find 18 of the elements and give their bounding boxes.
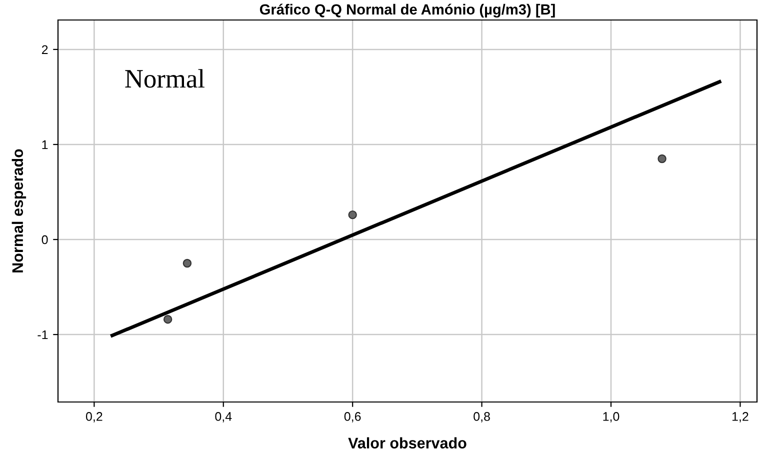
y-tick-label: 0	[42, 235, 48, 244]
y-tick-label: -1	[38, 330, 48, 340]
y-tick-label: 1	[42, 140, 48, 150]
point	[658, 154, 666, 164]
point	[348, 210, 357, 220]
y-tick-label: 2	[42, 45, 48, 54]
x-tick-label: 0,2	[86, 412, 102, 422]
point	[182, 258, 192, 268]
point	[163, 314, 172, 324]
y-axis-title: Normal esperado	[12, 149, 26, 272]
x-axis-title: Valor observado	[348, 437, 466, 448]
chart-title: Gráfico Q-Q Normal de Amónio (µg/m3) [B]	[260, 4, 555, 18]
x-tick-label: 0,8	[474, 412, 490, 422]
x-tick-label: 1,0	[603, 412, 620, 422]
x-tick-label: 1,2	[732, 412, 748, 422]
annotation: Normal	[125, 69, 204, 88]
x-tick-label: 0,4	[215, 412, 232, 422]
x-tick-label: 0,6	[344, 412, 361, 422]
